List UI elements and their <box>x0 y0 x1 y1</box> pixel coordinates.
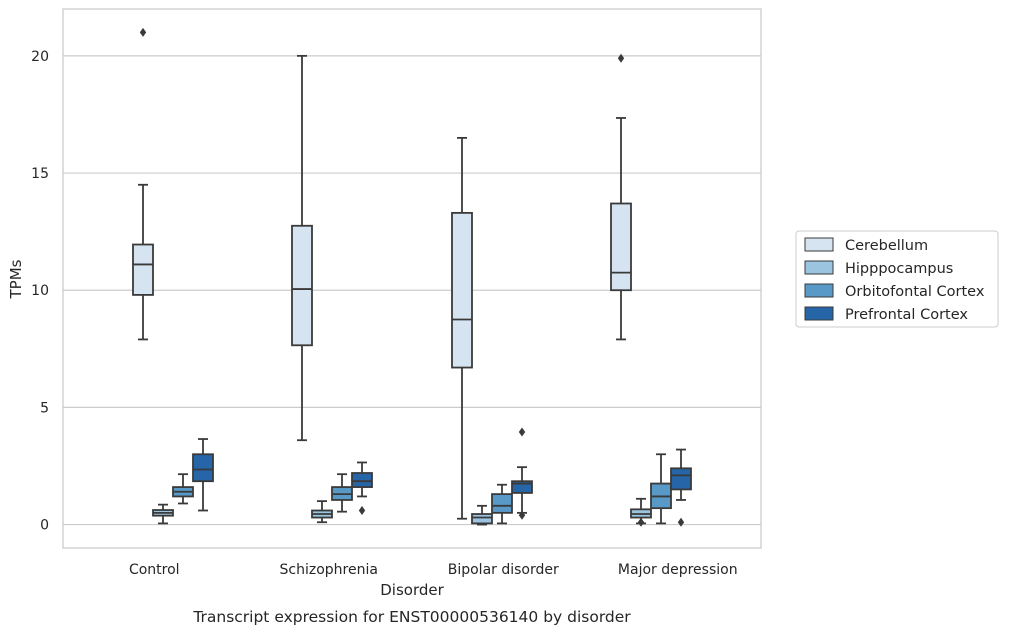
legend-frame <box>795 230 999 328</box>
x-tick-label: Major depression <box>618 562 738 578</box>
iqr-box <box>351 472 373 488</box>
box-orbitofontal-cortex <box>172 473 194 505</box>
box-prefrontal-cortex <box>351 461 373 516</box>
box-cerebellum <box>451 136 473 520</box>
x-tick-label: Schizophrenia <box>280 562 378 578</box>
boxes <box>132 27 692 527</box>
x-tick-label: Bipolar disorder <box>448 562 559 578</box>
box-prefrontal-cortex <box>192 438 214 512</box>
legend-swatch <box>804 237 834 252</box>
legend-label: Cerebellum <box>845 238 928 254</box>
box-prefrontal-cortex <box>511 427 533 520</box>
box-cerebellum <box>610 53 632 341</box>
iqr-box <box>670 467 692 491</box>
box-cerebellum <box>291 54 313 442</box>
outlier-point <box>617 53 625 63</box>
x-axis-label: Disorder <box>380 581 444 599</box>
box-orbitofontal-cortex <box>491 483 513 525</box>
box-hipppocampus <box>311 500 333 524</box>
iqr-box <box>491 493 513 514</box>
chart-caption: Transcript expression for ENST0000053614… <box>192 608 631 626</box>
y-ticks: 0 5 10 15 20 <box>31 49 49 534</box>
box-hipppocampus <box>152 503 174 525</box>
y-tick-label: 0 <box>40 518 49 534</box>
outlier-point <box>518 427 526 437</box>
gridlines <box>63 55 761 526</box>
box-orbitofontal-cortex <box>650 453 672 525</box>
outlier-point <box>139 27 147 37</box>
iqr-box <box>471 513 493 525</box>
legend-label: Orbitofontal Cortex <box>845 284 985 300</box>
legend: Cerebellum Hipppocampus Orbitofontal Corte… <box>795 230 999 328</box>
plot-area <box>63 9 761 548</box>
plot-frame <box>62 8 762 549</box>
legend-label: Prefrontal Cortex <box>845 307 968 323</box>
x-ticks: Control Schizophrenia Bipolar disorder Majo… <box>129 562 738 578</box>
iqr-box <box>610 202 632 292</box>
y-axis-label: TPMs <box>7 259 25 299</box>
x-tick-label: Control <box>129 562 180 578</box>
y-tick-label: 15 <box>31 166 49 182</box>
outlier-point <box>637 517 645 527</box>
outlier-point <box>358 506 366 516</box>
box-prefrontal-cortex <box>670 448 692 527</box>
iqr-box <box>291 224 313 347</box>
legend-swatch <box>804 306 834 321</box>
outlier-point <box>677 517 685 527</box>
box-orbitofontal-cortex <box>331 473 353 513</box>
y-tick-label: 20 <box>31 49 49 65</box>
legend-label: Hipppocampus <box>845 261 953 277</box>
box-cerebellum <box>132 27 154 341</box>
iqr-box <box>192 453 214 483</box>
legend-swatch <box>804 283 834 298</box>
iqr-box <box>132 243 154 296</box>
outlier-point <box>518 510 526 520</box>
box-hipppocampus <box>471 504 493 526</box>
box-hipppocampus <box>630 497 652 527</box>
iqr-box <box>451 211 473 369</box>
y-tick-label: 5 <box>40 400 49 416</box>
iqr-box <box>511 480 533 494</box>
y-tick-label: 10 <box>31 283 49 299</box>
legend-swatch <box>804 260 834 275</box>
